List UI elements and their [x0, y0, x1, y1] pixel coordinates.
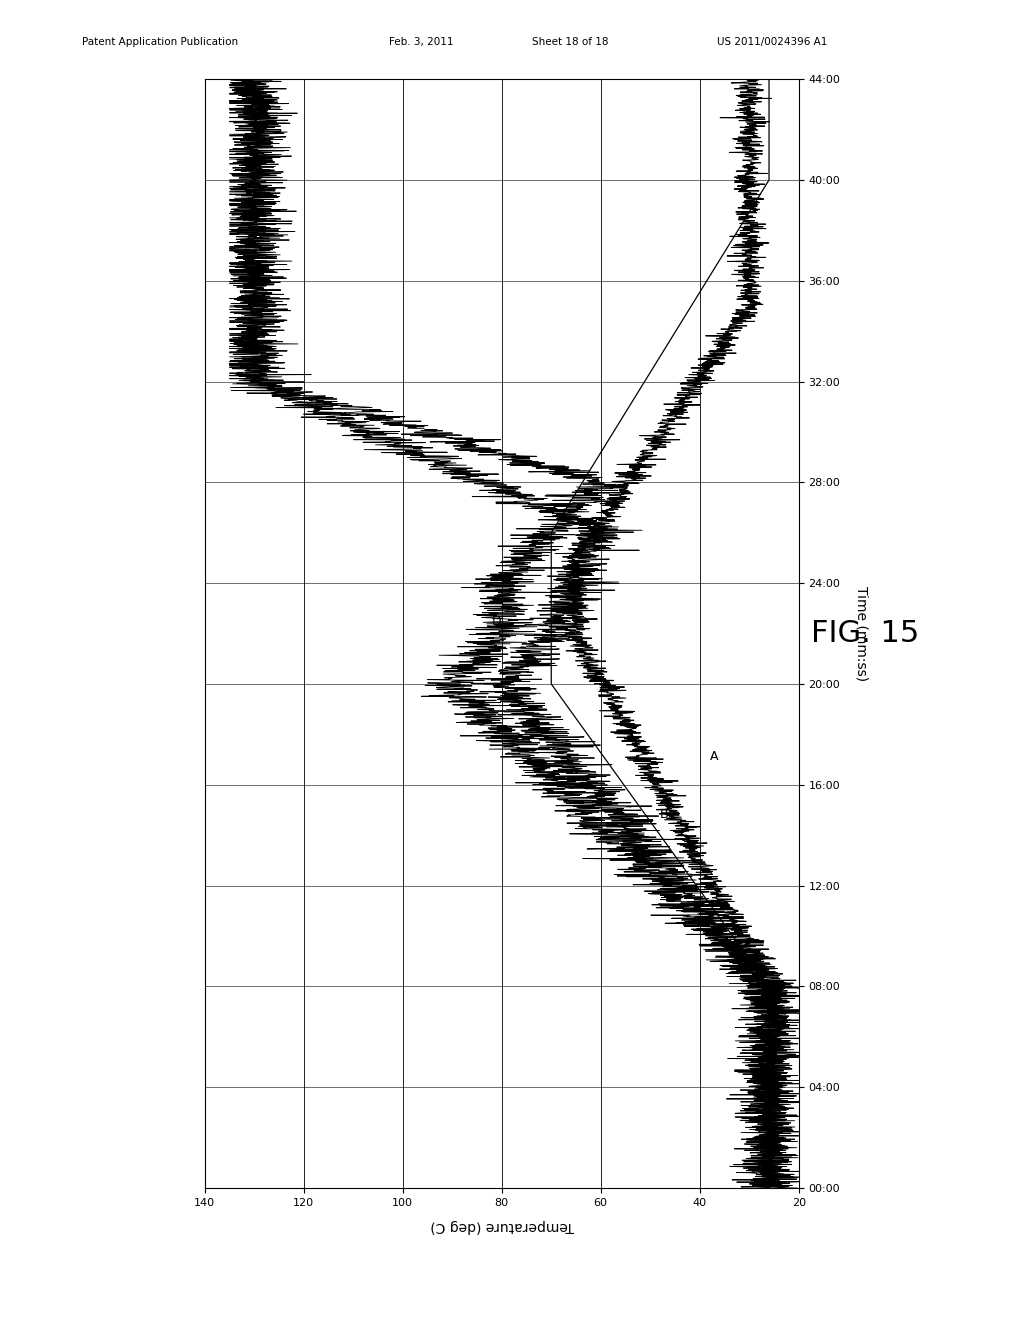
Text: FIG. 15: FIG. 15	[811, 619, 920, 648]
Text: Sheet 18 of 18: Sheet 18 of 18	[532, 37, 609, 48]
Text: D: D	[492, 615, 502, 628]
Text: B: B	[660, 808, 669, 821]
X-axis label: Temperature (deg C): Temperature (deg C)	[430, 1218, 573, 1233]
Text: US 2011/0024396 A1: US 2011/0024396 A1	[717, 37, 827, 48]
Text: C: C	[571, 598, 580, 611]
Text: A: A	[710, 750, 718, 763]
Text: Feb. 3, 2011: Feb. 3, 2011	[389, 37, 454, 48]
Text: Patent Application Publication: Patent Application Publication	[82, 37, 238, 48]
Y-axis label: Time (mm:ss): Time (mm:ss)	[854, 586, 868, 681]
